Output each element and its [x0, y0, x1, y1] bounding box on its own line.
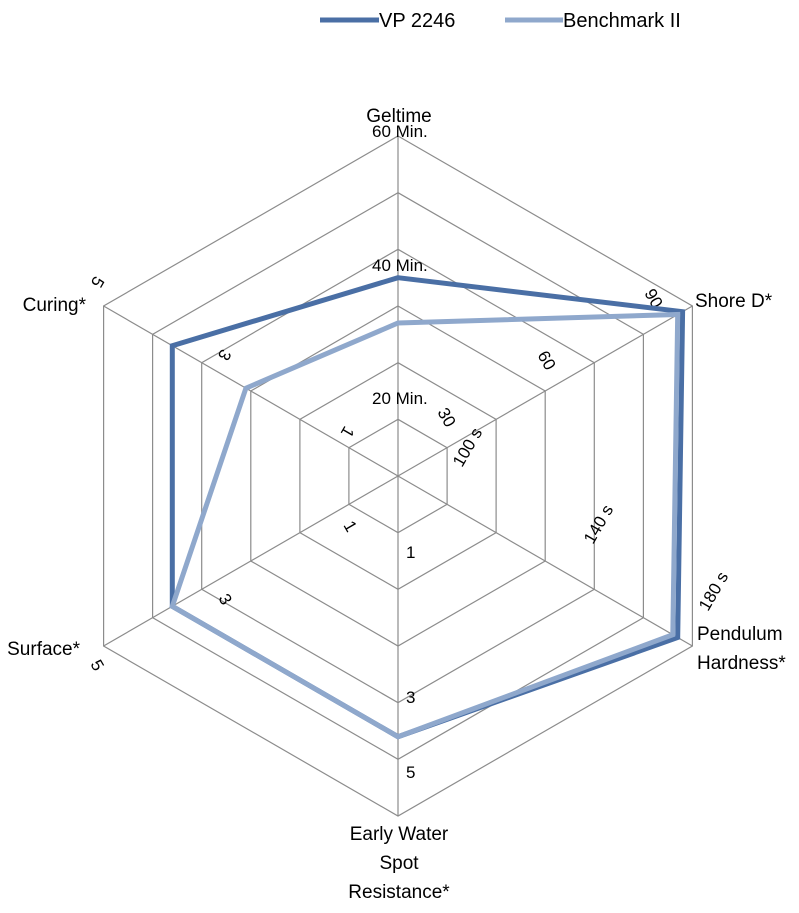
tick-label: 1	[340, 518, 361, 536]
tick-label: 3	[214, 346, 235, 364]
axis-label: Geltime	[366, 106, 431, 127]
tick-label: 60 Min.	[372, 122, 428, 141]
tick-label: 5	[406, 763, 415, 782]
tick-label: 100 s	[449, 424, 486, 470]
axis-label-line: Surface*	[7, 639, 80, 660]
tick-label: 30	[434, 405, 460, 431]
axis-label: Curing*	[23, 295, 87, 316]
axis-spoke	[103, 305, 399, 477]
axis-label-line: Pendulum	[697, 624, 783, 645]
axis-label-line: Resistance*	[348, 882, 450, 903]
tick-label: 180 s	[695, 568, 732, 614]
axis-label: Early Water Spot Resistance*	[348, 824, 450, 903]
tick-label: 140 s	[580, 501, 617, 547]
axis-label: Pendulum Hardness*	[697, 624, 786, 674]
tick-label: 40 Min.	[372, 256, 428, 275]
axis-spoke	[397, 475, 693, 647]
axis-labels: Geltime Shore D* Pendulum Hardness* Early Wa…	[7, 106, 786, 903]
axis-spoke	[103, 475, 399, 647]
axis-label-line: Hardness*	[697, 653, 786, 674]
tick-label: 5	[87, 657, 108, 675]
axis-label: Surface*	[7, 639, 80, 660]
legend-label: VP 2246	[379, 10, 455, 32]
legend: VP 2246 Benchmark II	[320, 10, 681, 32]
tick-label: 1	[337, 423, 358, 441]
tick-label: 20 Min.	[372, 389, 428, 408]
axis-spoke	[397, 305, 693, 477]
axis-label-line: Curing*	[23, 295, 87, 316]
legend-label: Benchmark II	[563, 10, 681, 32]
axis-label-line: Early Water	[350, 824, 449, 845]
axis-label-line: Geltime	[366, 106, 431, 127]
tick-label: 5	[87, 273, 108, 291]
tick-label: 3	[215, 591, 236, 609]
axis-label-line: Spot	[379, 853, 419, 874]
axis-label: Shore D*	[695, 291, 773, 312]
tick-label: 1	[406, 543, 415, 562]
axis-label-line: Shore D*	[695, 291, 773, 312]
series-lines	[169, 275, 686, 740]
tick-label: 60	[534, 348, 560, 374]
series-line-1	[169, 311, 681, 740]
axis-spokes	[103, 136, 693, 816]
tick-label: 3	[406, 688, 415, 707]
